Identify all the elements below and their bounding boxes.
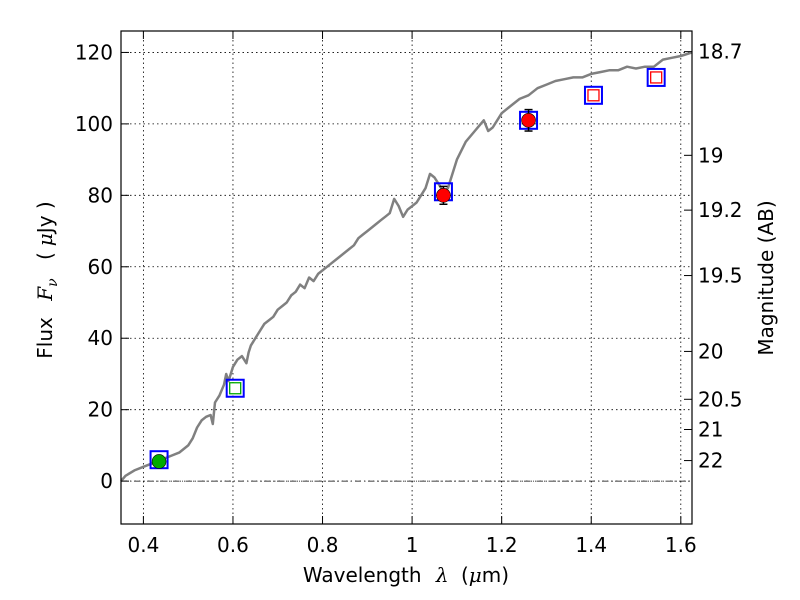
- x-axis-label-symbol: λ: [435, 563, 449, 587]
- x-tick-label: 1: [406, 533, 419, 557]
- y-tick-label: 40: [88, 326, 113, 350]
- x-tick-label: 1.4: [575, 533, 607, 557]
- plot-frame: [120, 30, 693, 525]
- model-square-marker: [583, 85, 603, 105]
- model-square-marker: [646, 67, 666, 87]
- y-tick-label: 100: [75, 112, 113, 136]
- x-tick-label: 1.6: [665, 533, 697, 557]
- x-tick-label: 0.8: [307, 533, 339, 557]
- right-axis-label: Magnitude (AB): [754, 200, 778, 355]
- x-tick-label: 1.2: [486, 533, 518, 557]
- y-axis-unit-rest: Jy ): [33, 201, 57, 235]
- y-tick-label: 60: [88, 255, 113, 279]
- mag-tick-label: 19.5: [698, 264, 743, 288]
- grid-lines: [121, 31, 692, 524]
- y-axis-label-subscript: ν: [45, 278, 61, 287]
- plot-background: [121, 31, 692, 524]
- mag-tick-label: 19: [698, 143, 723, 167]
- y-axis-label: Flux Fν ( μJy ): [33, 201, 62, 358]
- axis-ticks: 0.4 0.6 0.8 1 1.2 1.4 1.6 0 20 40 60 80 100 120 18.7 19…: [75, 31, 743, 557]
- y-axis-label-symbol: F: [33, 286, 57, 302]
- x-axis-unit-open: (: [461, 563, 469, 587]
- data-point-square: [229, 382, 242, 395]
- spectrum-layer: [120, 51, 693, 482]
- x-tick-label: 0.6: [217, 533, 249, 557]
- mag-tick-label: 21: [698, 417, 723, 441]
- model-square-marker: [225, 378, 245, 398]
- data-point-circle: [521, 113, 536, 128]
- photometry-points: [149, 67, 666, 470]
- data-point-square: [587, 89, 600, 102]
- spectrum-line: [120, 51, 693, 482]
- y-tick-label: 80: [88, 183, 113, 207]
- data-point-circle: [436, 188, 451, 203]
- x-axis-label: Wavelength λ (μm): [303, 563, 509, 587]
- y-tick-label: 20: [88, 398, 113, 422]
- y-axis-unit-mu: μ: [33, 233, 57, 246]
- data-point-square: [650, 71, 663, 84]
- x-axis-unit-rest: m): [482, 563, 509, 587]
- x-axis-label-text: Wavelength: [303, 563, 422, 587]
- x-tick-label: 0.4: [127, 533, 159, 557]
- y-tick-label: 120: [75, 40, 113, 64]
- mag-tick-label: 20: [698, 339, 723, 363]
- mag-tick-label: 20.5: [698, 387, 743, 411]
- mag-tick-label: 22: [698, 449, 723, 473]
- y-axis-label-text: Flux: [33, 317, 57, 359]
- y-axis-unit-open: (: [33, 252, 57, 260]
- x-axis-unit-mu: μ: [469, 563, 482, 587]
- data-point-circle: [151, 454, 167, 469]
- y-tick-label: 0: [100, 469, 113, 493]
- mag-tick-label: 18.7: [698, 40, 743, 64]
- mag-tick-label: 19.2: [698, 198, 743, 222]
